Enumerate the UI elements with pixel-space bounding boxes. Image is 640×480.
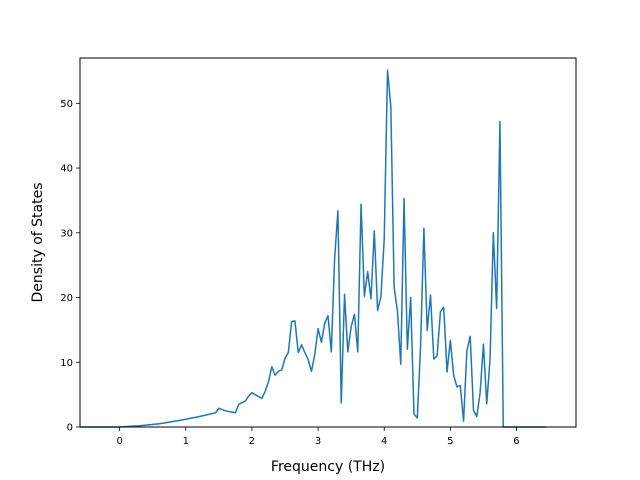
y-tick-label: 50 — [60, 99, 73, 110]
x-axis-ticks: 0 1 2 3 4 5 6 — [116, 427, 520, 447]
series-layer — [80, 69, 547, 428]
y-tick-label: 0 — [67, 423, 73, 434]
x-tick-label: 3 — [315, 436, 321, 447]
x-axis-title: Frequency (THz) — [271, 459, 385, 475]
y-axis-ticks: 0 10 20 30 40 50 — [60, 99, 80, 434]
dos-series-line-0 — [80, 69, 547, 428]
x-tick-label: 5 — [447, 436, 453, 447]
x-tick-label: 1 — [183, 436, 189, 447]
x-tick-label: 4 — [381, 436, 387, 447]
y-tick-label: 10 — [60, 358, 73, 369]
x-tick-label: 6 — [513, 436, 519, 447]
y-tick-label: 30 — [60, 228, 73, 239]
plot-frame — [79, 57, 577, 428]
x-tick-label: 0 — [116, 436, 122, 447]
y-tick-label: 40 — [60, 164, 73, 175]
x-tick-label: 2 — [249, 436, 255, 447]
y-tick-label: 20 — [60, 293, 73, 304]
y-axis-title: Density of States — [30, 183, 46, 303]
